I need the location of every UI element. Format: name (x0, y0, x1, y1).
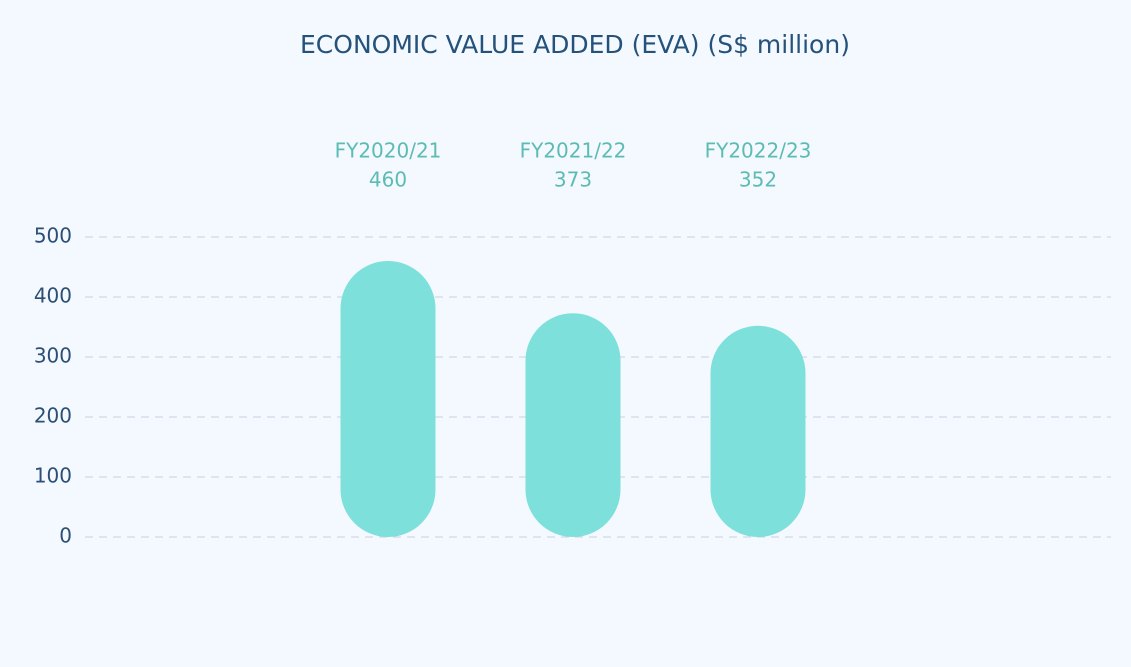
category-label: FY2020/21 (335, 139, 442, 163)
category-label: FY2022/23 (705, 139, 812, 163)
value-label: 373 (554, 168, 592, 192)
category-label: FY2021/22 (520, 139, 627, 163)
y-tick-label: 500 (34, 224, 72, 248)
bar (525, 313, 621, 537)
value-label: 460 (369, 168, 407, 192)
y-tick-label: 400 (34, 284, 72, 308)
y-tick-label: 200 (34, 404, 72, 428)
y-tick-label: 300 (34, 344, 72, 368)
value-label: 352 (739, 168, 777, 192)
bar (710, 325, 806, 537)
chart-title: ECONOMIC VALUE ADDED (EVA) (S$ million) (300, 30, 850, 59)
bar (340, 261, 436, 537)
y-tick-label: 100 (34, 464, 72, 488)
y-tick-label: 0 (59, 524, 72, 548)
